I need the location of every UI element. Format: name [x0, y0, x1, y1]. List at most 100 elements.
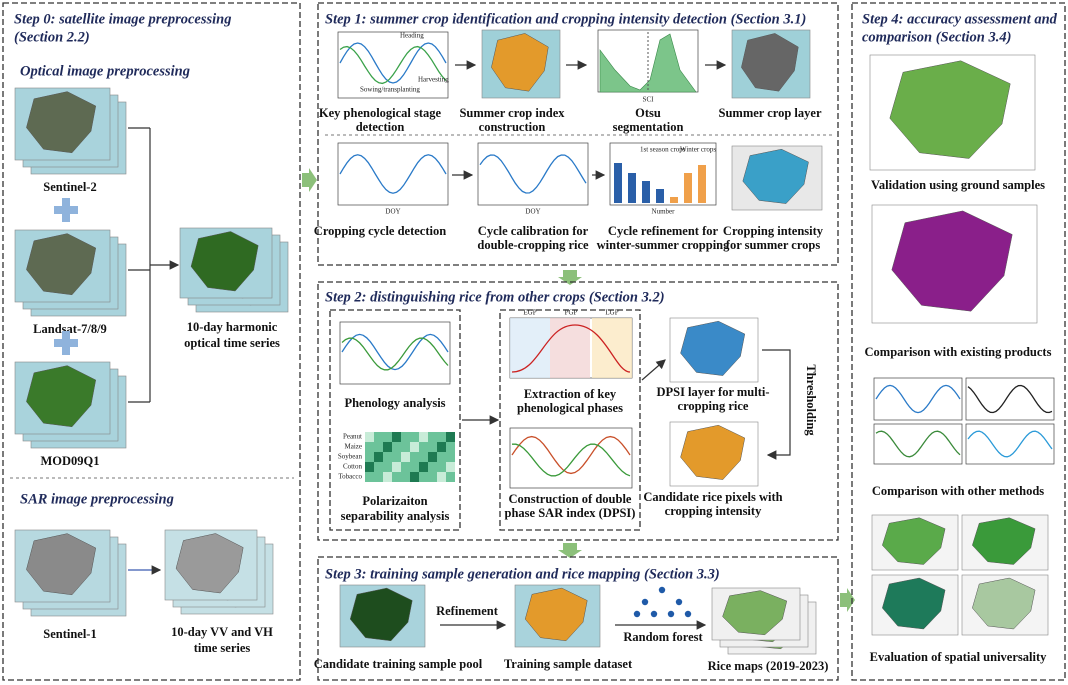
tree-node — [667, 610, 675, 618]
source-label: MOD09Q1 — [40, 454, 99, 468]
step-label: phenological phases — [517, 401, 623, 415]
step-label: Otsu — [635, 106, 661, 120]
product-label: 10-day harmonic — [187, 320, 278, 334]
map-shape — [26, 533, 97, 596]
map-shape — [680, 320, 746, 376]
heatmap-cell — [383, 472, 392, 482]
section-heading: Optical image preprocessing — [20, 63, 190, 79]
chart-frame — [337, 142, 449, 206]
step-label: Validation using ground samples — [871, 178, 1045, 192]
heatmap-cell — [446, 432, 455, 442]
row-label: Tobacco — [338, 473, 362, 481]
bar — [698, 165, 706, 203]
map-shape — [891, 210, 1013, 312]
map-shape — [26, 233, 97, 296]
heatmap-cell — [419, 432, 428, 442]
panel-title: Step 3: training sample generation and r… — [325, 566, 720, 582]
step-label: phase SAR index (DPSI) — [505, 506, 636, 520]
chart-frame — [965, 377, 1055, 421]
plus — [54, 206, 78, 214]
bar — [670, 197, 678, 203]
curve — [511, 435, 631, 475]
step-label: Construction of double — [509, 492, 632, 506]
tree-node — [684, 610, 692, 618]
map-shape — [972, 577, 1036, 630]
panel-title: comparison (Section 3.4) — [862, 29, 1011, 45]
step-label: detection — [356, 120, 405, 134]
step-label: winter-summer cropping — [597, 238, 730, 252]
bar — [628, 173, 636, 203]
curve — [339, 42, 447, 84]
curve — [341, 333, 449, 371]
bar — [684, 173, 692, 203]
heatmap-cell — [365, 432, 374, 442]
bar — [656, 189, 664, 203]
flow-arrow — [840, 588, 855, 612]
chart-frame — [339, 321, 451, 385]
map-shape — [491, 33, 549, 92]
step-label: separability analysis — [341, 509, 450, 523]
heatmap-cell — [428, 452, 437, 462]
phase-band — [550, 318, 590, 378]
source-label: Landsat-7/8/9 — [33, 322, 107, 336]
step-label: Evaluation of spatial universality — [870, 650, 1048, 664]
panel-title: (Section 2.2) — [14, 29, 90, 45]
heatmap-cell — [365, 462, 374, 472]
panel-title: Step 0: satellite image preprocessing — [14, 11, 231, 27]
step-label: Refinement — [436, 604, 499, 618]
tree-node — [675, 598, 683, 606]
map-shape — [972, 517, 1036, 565]
curve — [341, 337, 449, 371]
step-label: segmentation — [613, 120, 684, 134]
phase-band — [510, 318, 550, 378]
step-label: Summer crop layer — [719, 106, 822, 120]
step-label: Comparison with other methods — [872, 484, 1044, 498]
row-label: Soybean — [338, 453, 363, 461]
step-label: Cropping cycle detection — [314, 224, 446, 238]
step-label: construction — [479, 120, 546, 134]
step-label: Summer crop index — [459, 106, 565, 120]
map-shape — [190, 231, 259, 292]
panel-border — [851, 2, 1066, 681]
heatmap-cell — [392, 432, 401, 442]
phase-label: EGP — [523, 309, 536, 317]
step-label: Comparison with existing products — [865, 345, 1052, 359]
map-shape — [741, 33, 799, 92]
curve — [479, 154, 587, 194]
panel-border — [2, 2, 301, 681]
chart-frame — [873, 423, 963, 465]
row-label: Peanut — [343, 433, 362, 441]
flow-arrow — [558, 270, 582, 285]
chart-note: Sowing/transplanting — [360, 86, 420, 94]
product-label: time series — [194, 641, 251, 655]
curve — [339, 45, 447, 85]
sub-panel — [329, 309, 461, 531]
chart-frame — [965, 423, 1055, 465]
step-label: Random forest — [623, 630, 703, 644]
plus — [54, 339, 78, 347]
step-label: double-cropping rice — [477, 238, 589, 252]
step-label: for summer crops — [726, 238, 821, 252]
section-heading: SAR image preprocessing — [20, 491, 174, 507]
axis-label: Number — [652, 208, 676, 216]
product-label: optical time series — [184, 336, 280, 350]
curve — [967, 430, 1053, 458]
curve — [512, 443, 631, 477]
panel-title: Step 1: summer crop identification and c… — [325, 11, 806, 27]
heatmap-cell — [374, 452, 383, 462]
map-shape — [349, 587, 413, 642]
step-label: Key phenological stage — [319, 106, 442, 120]
axis-label: DOY — [385, 208, 400, 216]
step-label: Cropping intensity — [723, 224, 824, 238]
tree-node — [633, 610, 641, 618]
panel-border — [317, 2, 839, 266]
heatmap-cell — [401, 452, 410, 462]
heatmap-cell — [383, 442, 392, 452]
chart-frame — [477, 142, 589, 206]
step-label: DPSI layer for multi- — [656, 385, 769, 399]
tree-node — [658, 586, 666, 594]
curve — [967, 384, 1053, 414]
map-shape — [889, 60, 1011, 159]
map-shape — [26, 91, 97, 154]
legend-label: Winter crops — [680, 146, 716, 154]
